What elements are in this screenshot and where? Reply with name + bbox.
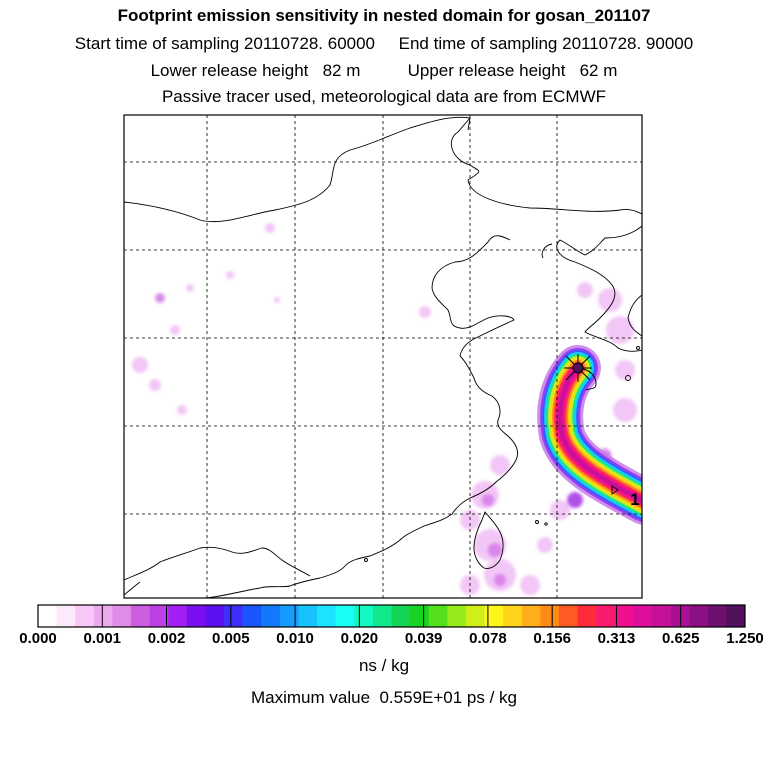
colorbar-swatch	[186, 605, 206, 627]
colorbar-swatch	[540, 605, 560, 627]
lat-lon-grid	[124, 115, 642, 598]
colorbar-tick-label: 0.020	[340, 630, 379, 647]
colorbar-tick-label: 0.078	[469, 630, 507, 647]
colorbar-swatch	[205, 605, 225, 627]
colorbar-swatch	[670, 605, 690, 627]
sampling-start: Start time of sampling 20110728. 60000	[74, 34, 376, 53]
footprint-plume	[537, 345, 642, 525]
lower-release-height: Lower release height 82 m	[150, 61, 361, 80]
colorbar-tick-label: 0.156	[533, 630, 571, 647]
colorbar-swatch	[242, 605, 262, 627]
sampling-end: End time of sampling 20110728. 90000	[398, 34, 694, 53]
colorbar-swatch	[577, 605, 597, 627]
colorbar-tick-label: 0.001	[83, 630, 122, 647]
colorbar-swatch	[689, 605, 709, 627]
coastlines	[124, 116, 642, 598]
colorbar-swatch	[298, 605, 318, 627]
colorbar-swatch	[168, 605, 188, 627]
colorbar-frame	[37, 604, 746, 628]
colorbar-swatch	[465, 605, 485, 627]
page-title: Footprint emission sensitivity in nested…	[117, 6, 651, 25]
colorbar-swatch	[726, 605, 746, 627]
release-point-marker	[564, 354, 592, 382]
colorbar-tick-label: 0.313	[597, 630, 636, 647]
colorbar-swatch	[317, 605, 336, 627]
maximum-value: Maximum value 0.559E+01 ps / kg	[251, 688, 517, 707]
colorbar-tick-label: 0.005	[212, 630, 250, 647]
colorbar-swatch	[633, 605, 653, 627]
colorbar-swatch	[410, 605, 430, 627]
colorbar-swatch	[596, 605, 616, 627]
colorbar-tick-label: 0.039	[404, 630, 443, 647]
colorbar-swatch	[93, 605, 113, 627]
colorbar-swatch	[261, 605, 281, 627]
colorbar-swatch	[131, 605, 150, 627]
colorbar-swatch	[354, 605, 374, 627]
colorbar-swatch	[279, 605, 299, 627]
colorbar-tick-label: 0.010	[276, 630, 314, 647]
colorbar-swatch	[707, 605, 727, 627]
colorbar-swatch	[503, 605, 523, 627]
upper-release-height: Upper release height 62 m	[407, 61, 618, 80]
colorbar-swatch	[75, 605, 95, 627]
colorbar-swatch	[428, 605, 448, 627]
colorbar-swatch	[56, 605, 76, 627]
colorbar-swatch	[149, 605, 169, 627]
colorbar-swatch	[372, 605, 392, 627]
colorbar-swatch	[484, 605, 504, 627]
colorbar-swatch	[447, 605, 467, 627]
colorbar-swatch	[391, 605, 411, 627]
colorbar-units: ns / kg	[358, 656, 410, 675]
colorbar-swatch	[521, 605, 541, 627]
colorbar-swatch	[112, 605, 132, 627]
tracer-info: Passive tracer used, meteorological data…	[161, 87, 607, 106]
colorbar-swatch	[614, 605, 634, 627]
colorbar-swatch	[558, 605, 578, 627]
colorbar-tick-label: 0.625	[661, 630, 700, 647]
colorbar-tick-label: 1.250	[726, 630, 764, 647]
colorbar-swatch	[335, 605, 355, 627]
colorbar-tick-label: 0.002	[147, 630, 186, 647]
map-frame	[123, 114, 643, 599]
colorbar-swatch	[224, 605, 243, 627]
colorbar-swatch	[38, 605, 57, 627]
release-heights: Lower release height 82 m Upper release …	[0, 61, 768, 81]
sampling-times: Start time of sampling 20110728. 60000 E…	[0, 34, 768, 54]
colorbar-tick-label: 0.000	[19, 630, 57, 647]
colorbar-swatch	[651, 605, 671, 627]
release-label: 1	[630, 490, 639, 509]
colorbar	[37, 604, 746, 628]
